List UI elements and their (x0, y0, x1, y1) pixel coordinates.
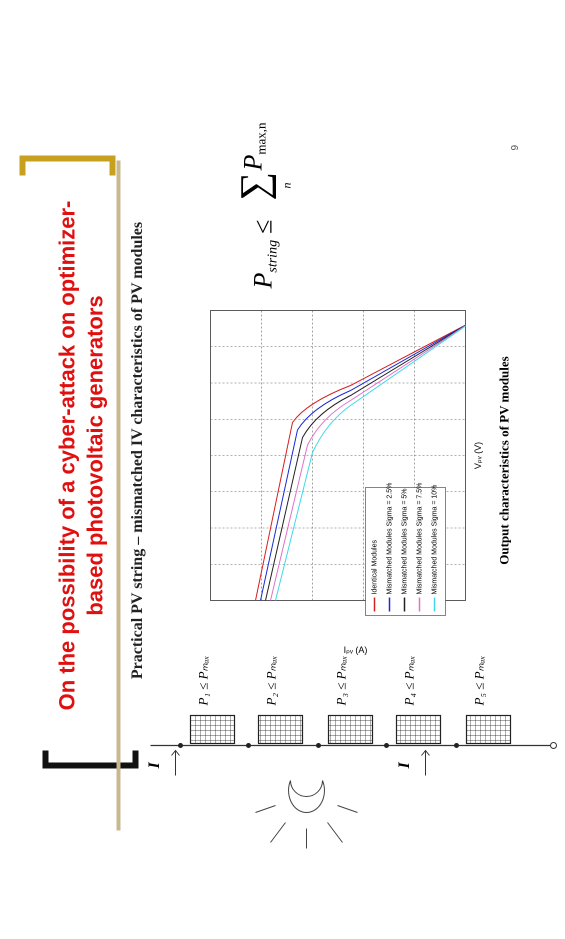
iv-plot: Identical Modules Mismatched Modules Sigm… (209, 309, 466, 616)
title: based photovoltaic generators (82, 295, 107, 615)
title: On the possibility of a cyber-attack on … (54, 200, 79, 710)
junction (177, 742, 183, 748)
legend-entry: Identical Modules (371, 539, 378, 594)
module-label: P₁ ≤ Pₘₐₓ (195, 655, 210, 706)
module-label: P₄ ≤ Pₘₐₓ (401, 655, 416, 706)
legend-entry: Mismatched Modules Sigma = 7.5% (416, 482, 423, 594)
sun (254, 779, 358, 848)
pv-module (189, 714, 235, 744)
junction (315, 742, 321, 748)
legend-entry: Mismatched Modules Sigma = 2.5% (386, 482, 393, 594)
x-axis-label: Vₚᵥ (V) (472, 441, 482, 468)
right-bracket (19, 155, 115, 175)
current-label: I (396, 761, 413, 769)
module-label: P₅ ≤ Pₘₐₓ (471, 655, 486, 706)
page-number: 9 (510, 144, 521, 150)
junction (453, 742, 459, 748)
legend: Identical Modules Mismatched Modules Sigm… (364, 482, 446, 616)
left-bracket (42, 750, 138, 768)
formula-text: Pstring≤ (248, 219, 280, 289)
junction (245, 742, 251, 748)
chart-caption: Output characteristics of PV modules (496, 356, 511, 564)
junction (383, 742, 389, 748)
legend-entry: Mismatched Modules Sigma = 5% (401, 488, 408, 594)
legend-entry: Mismatched Modules Sigma = 10% (431, 484, 438, 594)
pv-module (465, 714, 511, 744)
pv-string (150, 714, 557, 749)
formula-text: Pmax,n (238, 121, 268, 171)
formula: Pstring≤ ∑ n Pmax,n (231, 121, 293, 289)
y-axis-label: Iₚᵥ (A) (343, 644, 367, 654)
module-label: P₂ ≤ Pₘₐₓ (263, 655, 278, 706)
formula-sum: ∑ (231, 171, 276, 200)
slide: On the possibility of a cyber-attack on … (19, 121, 557, 848)
pv-module (257, 714, 303, 744)
subtitle: Practical PV string – mismatched IV char… (129, 221, 146, 678)
module-label: P₃ ≤ Pₘₐₓ (333, 655, 348, 706)
pv-module (395, 714, 441, 744)
pv-module (327, 714, 373, 744)
current-label: I (146, 761, 163, 769)
formula-sum-sub: n (279, 182, 293, 188)
